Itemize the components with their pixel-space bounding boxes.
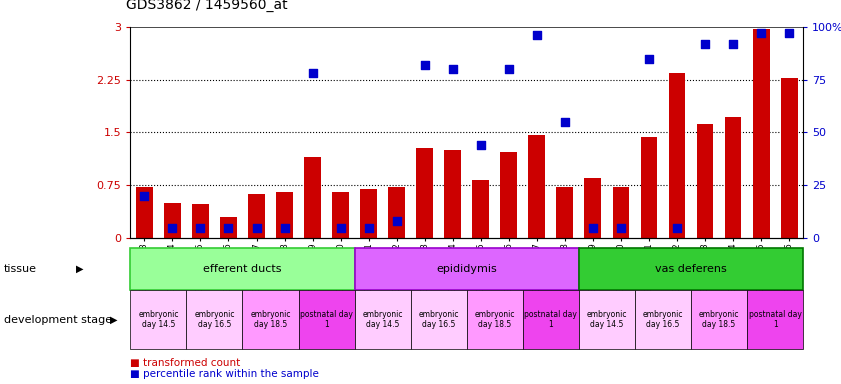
Text: embryonic
day 16.5: embryonic day 16.5 xyxy=(419,310,459,329)
Text: tissue: tissue xyxy=(4,264,37,274)
Bar xyxy=(523,290,579,349)
Bar xyxy=(304,157,321,238)
Bar xyxy=(579,290,635,349)
Point xyxy=(474,142,488,148)
Text: ▶: ▶ xyxy=(110,314,117,325)
Bar xyxy=(584,178,601,238)
Bar xyxy=(780,78,797,238)
Bar xyxy=(164,203,181,238)
Point xyxy=(362,224,375,230)
Bar xyxy=(641,137,658,238)
Point xyxy=(390,218,404,224)
Bar xyxy=(248,194,265,238)
Bar xyxy=(355,290,410,349)
Bar xyxy=(528,135,545,238)
Bar xyxy=(579,248,803,290)
Point xyxy=(306,70,320,76)
Text: embryonic
day 14.5: embryonic day 14.5 xyxy=(138,310,178,329)
Bar xyxy=(467,290,523,349)
Bar xyxy=(355,248,579,290)
Point xyxy=(698,41,711,47)
Bar xyxy=(192,204,209,238)
Point xyxy=(754,30,768,36)
Text: embryonic
day 14.5: embryonic day 14.5 xyxy=(362,310,403,329)
Point xyxy=(558,119,572,125)
Bar xyxy=(136,187,153,238)
Point xyxy=(222,224,235,230)
Text: embryonic
day 16.5: embryonic day 16.5 xyxy=(643,310,683,329)
Text: epididymis: epididymis xyxy=(436,264,497,274)
Bar xyxy=(696,124,713,238)
Point xyxy=(278,224,291,230)
Point xyxy=(727,41,740,47)
Bar xyxy=(220,217,237,238)
Bar xyxy=(389,187,405,238)
Bar xyxy=(242,290,299,349)
Bar xyxy=(725,117,742,238)
Point xyxy=(670,224,684,230)
Text: postnatal day
1: postnatal day 1 xyxy=(525,310,577,329)
Text: embryonic
day 18.5: embryonic day 18.5 xyxy=(699,310,739,329)
Text: ■ transformed count: ■ transformed count xyxy=(130,358,241,368)
Bar xyxy=(276,192,293,238)
Point xyxy=(193,224,207,230)
Bar xyxy=(410,290,467,349)
Bar xyxy=(612,187,629,238)
Text: embryonic
day 18.5: embryonic day 18.5 xyxy=(251,310,291,329)
Text: ■ percentile rank within the sample: ■ percentile rank within the sample xyxy=(130,369,320,379)
Point xyxy=(446,66,459,72)
Point xyxy=(586,224,600,230)
Point xyxy=(334,224,347,230)
Bar xyxy=(500,152,517,238)
Text: postnatal day
1: postnatal day 1 xyxy=(300,310,353,329)
Bar xyxy=(635,290,691,349)
Bar xyxy=(360,189,377,238)
Bar xyxy=(473,180,489,238)
Point xyxy=(502,66,516,72)
Point xyxy=(250,224,263,230)
Bar xyxy=(747,290,803,349)
Text: embryonic
day 16.5: embryonic day 16.5 xyxy=(194,310,235,329)
Bar xyxy=(130,290,187,349)
Text: development stage: development stage xyxy=(4,314,113,325)
Point xyxy=(530,32,543,38)
Bar xyxy=(669,73,685,238)
Bar xyxy=(753,29,770,238)
Point xyxy=(643,56,656,62)
Text: ▶: ▶ xyxy=(77,264,83,274)
Bar xyxy=(299,290,355,349)
Text: GDS3862 / 1459560_at: GDS3862 / 1459560_at xyxy=(126,0,288,12)
Bar xyxy=(416,148,433,238)
Bar xyxy=(444,150,461,238)
Text: embryonic
day 18.5: embryonic day 18.5 xyxy=(474,310,515,329)
Text: embryonic
day 14.5: embryonic day 14.5 xyxy=(587,310,627,329)
Bar xyxy=(332,192,349,238)
Point xyxy=(418,62,431,68)
Text: vas deferens: vas deferens xyxy=(655,264,727,274)
Bar xyxy=(187,290,242,349)
Point xyxy=(782,30,796,36)
Point xyxy=(138,193,151,199)
Bar xyxy=(557,187,574,238)
Text: efferent ducts: efferent ducts xyxy=(204,264,282,274)
Text: postnatal day
1: postnatal day 1 xyxy=(748,310,801,329)
Bar xyxy=(691,290,747,349)
Point xyxy=(614,224,627,230)
Point xyxy=(166,224,179,230)
Bar xyxy=(130,248,355,290)
